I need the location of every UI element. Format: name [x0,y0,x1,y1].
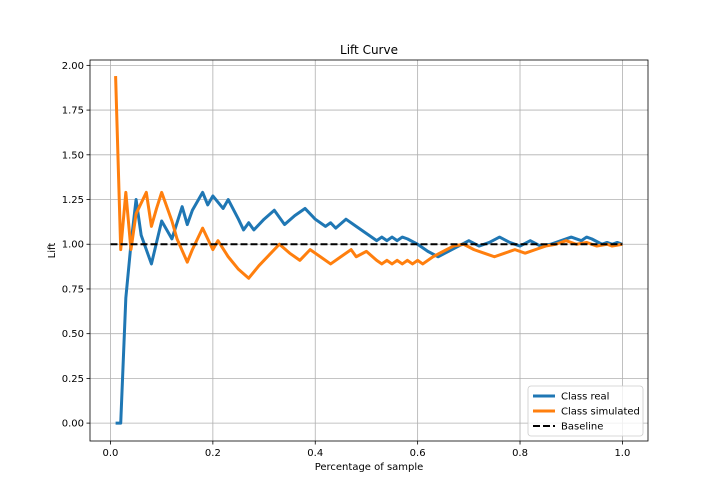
y-tick-label: 2.00 [62,61,84,72]
plot-frame [89,59,649,442]
legend-entry: Baseline [561,422,603,433]
x-tick-label: 1.0 [614,448,630,459]
y-tick-label: 0.25 [62,374,84,385]
x-tick-label: 0.4 [307,448,323,459]
y-tick-label: 0.50 [62,329,84,340]
y-tick-label: 1.25 [62,195,84,206]
y-tick-label: 0.75 [62,284,84,295]
legend-box [527,385,644,437]
chart-title: Lift Curve [340,43,398,57]
legend: Class real Class simulated Baseline [527,385,644,437]
legend-entry: Class real [561,392,609,403]
y-tick-label: 1.00 [62,240,84,251]
series-line-2 [114,76,623,280]
y-tick-label: 0.00 [62,419,84,430]
axis-ticks: 0.0 0.2 0.4 0.6 0.8 1.0 0.00 0.25 0.50 0.75 1.00 1.… [62,61,631,459]
x-tick-label: 0.6 [410,448,426,459]
y-tick-label: 1.50 [62,150,84,161]
x-tick-label: 0.2 [205,448,221,459]
plot-area [90,60,648,441]
y-tick-label: 1.75 [62,106,84,117]
x-tick-label: 0.8 [512,448,528,459]
legend-entry: Class simulated [561,407,640,418]
x-axis-label: Percentage of sample [315,462,424,473]
series-layer [110,76,623,425]
x-tick-label: 0.0 [103,448,119,459]
y-axis-label: Lift [47,243,58,259]
